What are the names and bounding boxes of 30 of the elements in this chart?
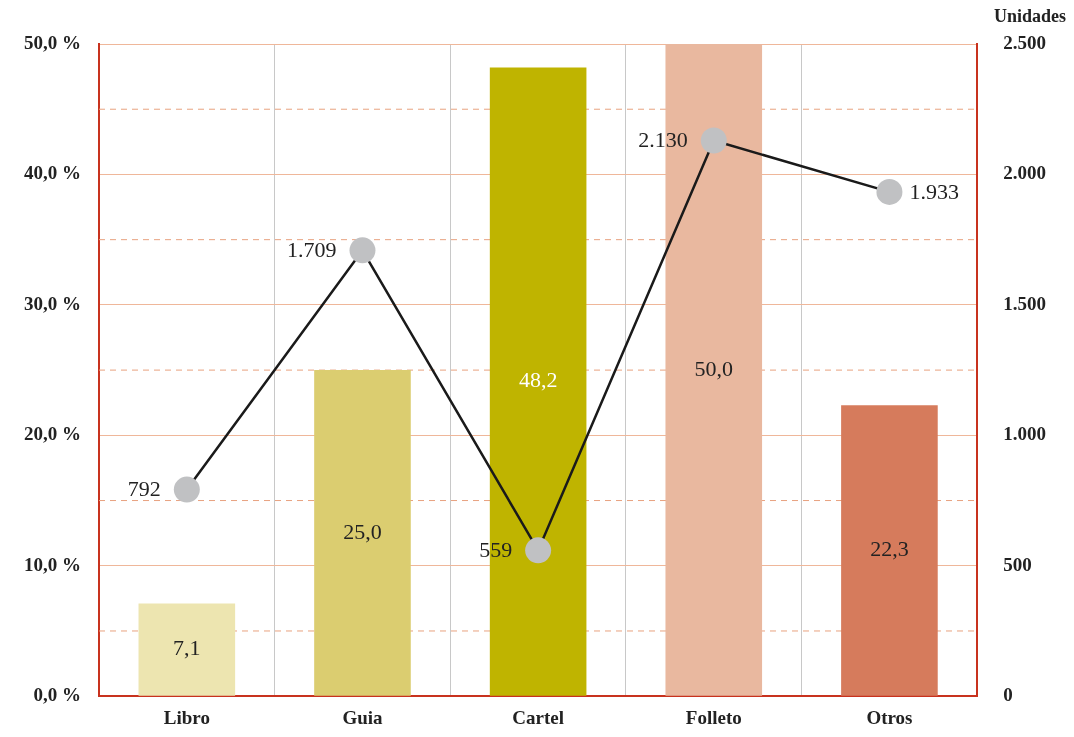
- data-label: 2.130: [638, 127, 688, 153]
- x-tick-label: Guia: [342, 706, 384, 728]
- data-label: 50,0: [694, 355, 734, 381]
- bar: [138, 603, 236, 696]
- y2-tick-label: 1.000: [1003, 423, 1046, 445]
- y2-axis-title: Unidades: [993, 5, 1066, 26]
- x-tick-label: Folleto: [685, 706, 742, 728]
- data-label: 792: [127, 476, 161, 502]
- y-tick-label: 20,0 %: [24, 423, 81, 445]
- y2-tick-label: 500: [1003, 553, 1032, 575]
- y2-tick-label: 2.500: [1003, 31, 1046, 53]
- data-label: 48,2: [518, 367, 558, 393]
- data-label: 1.709: [286, 237, 337, 263]
- data-label: 22,3: [870, 536, 909, 562]
- y-tick-label: 30,0 %: [24, 292, 81, 314]
- x-tick-label: Libro: [163, 706, 210, 728]
- y-tick-label: 0,0 %: [33, 684, 81, 706]
- data-label: 25,0: [343, 518, 382, 544]
- data-label: 7,1: [173, 635, 201, 661]
- y-tick-label: 40,0 %: [24, 162, 81, 184]
- x-tick-label: Cartel: [512, 706, 564, 728]
- y-tick-label: 50,0 %: [24, 31, 81, 53]
- y-tick-label: 10,0 %: [24, 553, 81, 575]
- x-tick-label: Otros: [866, 706, 913, 728]
- data-label: 1.933: [909, 178, 959, 204]
- y2-tick-label: 1.500: [1003, 292, 1046, 314]
- y2-tick-label: 2.000: [1003, 162, 1046, 184]
- bar: [314, 370, 411, 696]
- y2-tick-label: 0: [1003, 684, 1013, 706]
- bar: [841, 405, 938, 696]
